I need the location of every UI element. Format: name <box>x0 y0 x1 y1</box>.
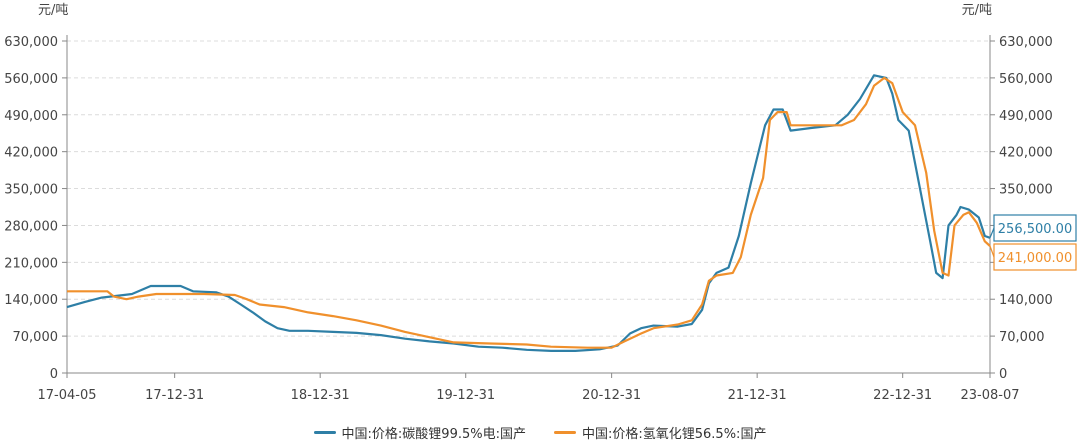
legend-item-lithium-carbonate[interactable]: 中国:价格:碳酸锂99.5%电:国产 <box>313 423 526 442</box>
x-tick-label: 18-12-31 <box>291 388 350 403</box>
x-tick-label: 19-12-31 <box>436 388 495 403</box>
last-value-label: 241,000.00 <box>998 251 1072 266</box>
right-y-tick-label: 560,000 <box>999 72 1053 87</box>
x-tick-label: 17-04-05 <box>37 388 96 403</box>
last-value-box <box>993 214 1077 242</box>
x-tick-label: 23-08-07 <box>960 388 1019 403</box>
last-value-connector <box>989 245 995 258</box>
series-lines <box>66 74 991 352</box>
x-tick-label: 22-12-31 <box>873 388 932 403</box>
series-line-0 <box>66 74 991 352</box>
x-tick-label: 20-12-31 <box>582 388 641 403</box>
x-tick-label: 21-12-31 <box>728 388 787 403</box>
x-tick-label: 17-12-31 <box>145 388 204 403</box>
legend: 中国:价格:碳酸锂99.5%电:国产 中国:价格:氢氧化锂56.5%:国产 <box>0 423 1080 442</box>
right-y-tick-label: 0 <box>999 367 1007 382</box>
right-y-tick-label: 420,000 <box>999 146 1053 161</box>
legend-swatch-lithium-carbonate <box>313 430 336 434</box>
right-y-unit-label: 元/吨 <box>962 3 992 18</box>
right-y-tick-label: 490,000 <box>999 109 1053 124</box>
legend-label-lithium-carbonate: 中国:价格:碳酸锂99.5%电:国产 <box>341 426 526 442</box>
last-value-connector <box>989 227 995 239</box>
left-y-tick-label: 630,000 <box>4 35 58 50</box>
x-axis-ticks: 17-04-05 17-12-31 18-12-31 19-12-31 20-12-31… <box>37 373 1020 403</box>
left-y-tick-label: 140,000 <box>4 293 58 308</box>
right-y-tick-label: 350,000 <box>999 183 1053 198</box>
series-line-1 <box>67 76 991 349</box>
left-y-tick-label: 210,000 <box>4 256 58 271</box>
left-y-axis-ticks: 0 70,000 140,000 210,000 280,000 350,000 420,0… <box>4 35 67 382</box>
left-y-unit-label: 元/吨 <box>38 3 68 18</box>
last-value-label: 256,500.00 <box>998 222 1072 237</box>
left-y-tick-label: 280,000 <box>4 219 58 234</box>
left-y-tick-label: 70,000 <box>13 330 59 345</box>
right-y-tick-label: 630,000 <box>999 35 1053 50</box>
legend-label-lithium-hydroxide: 中国:价格:氢氧化锂56.5%:国产 <box>582 426 767 442</box>
left-y-tick-label: 420,000 <box>4 146 58 161</box>
left-y-tick-label: 350,000 <box>4 183 58 198</box>
legend-item-lithium-hydroxide[interactable]: 中国:价格:氢氧化锂56.5%:国产 <box>554 423 767 442</box>
right-y-tick-label: 70,000 <box>999 330 1045 345</box>
last-value-labels: 256,500.00 241,000.00 <box>989 214 1077 271</box>
right-y-axis-ticks: 070,000140,000210,000280,000350,000420,0… <box>990 35 1053 382</box>
left-y-tick-label: 490,000 <box>4 109 58 124</box>
last-value-box <box>993 243 1077 271</box>
axes <box>66 35 991 374</box>
left-y-tick-label: 0 <box>50 367 58 382</box>
right-y-tick-label: 140,000 <box>999 293 1053 308</box>
legend-swatch-lithium-hydroxide <box>554 430 576 434</box>
left-y-tick-label: 560,000 <box>4 72 58 87</box>
